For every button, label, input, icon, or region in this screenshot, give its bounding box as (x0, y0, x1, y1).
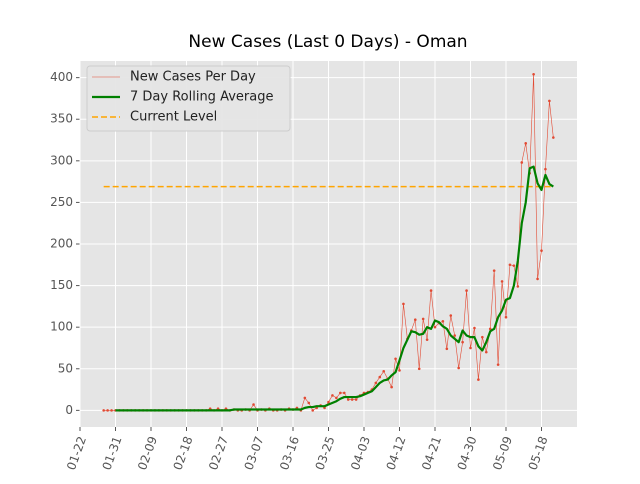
data-point (327, 400, 330, 404)
data-point (339, 391, 342, 395)
data-point (544, 167, 547, 171)
y-tick-label: 0 (65, 403, 73, 417)
data-point (500, 280, 504, 283)
data-point (433, 325, 437, 329)
data-point (453, 334, 457, 337)
data-point (512, 264, 516, 267)
data-point (548, 99, 551, 103)
data-point (354, 398, 358, 401)
data-point (520, 161, 524, 164)
y-tick-label: 50 (58, 361, 73, 375)
data-point (413, 318, 417, 321)
x-tick-label: 01-31 (100, 434, 125, 472)
data-point (504, 315, 508, 319)
x-tick-label: 04-03 (348, 434, 373, 472)
data-point (449, 314, 453, 317)
x-tick-label: 05-18 (526, 434, 551, 472)
y-tick-label: 100 (50, 320, 73, 334)
data-point (110, 409, 113, 412)
data-point (311, 409, 315, 412)
data-point (390, 385, 393, 389)
y-tick-label: 350 (50, 112, 73, 126)
x-tick-label: 05-09 (490, 434, 515, 472)
data-point (417, 367, 421, 371)
x-tick-label: 03-25 (313, 434, 338, 472)
data-point (378, 375, 382, 379)
y-tick-label: 400 (50, 70, 73, 84)
data-point (552, 136, 555, 139)
x-tick-label: 03-07 (242, 434, 267, 472)
legend-label: Current Level (130, 110, 217, 125)
data-point (398, 369, 401, 372)
data-point (465, 289, 468, 292)
x-tick-label: 03-16 (277, 434, 302, 472)
data-point (477, 378, 480, 381)
data-point (252, 403, 255, 406)
data-point (102, 409, 105, 412)
data-point (484, 350, 488, 354)
data-point (421, 317, 425, 321)
data-point (307, 401, 311, 405)
legend: New Cases Per Day 7 Day Rolling Average Cu… (86, 65, 291, 132)
legend-label: 7 Day Rolling Average (130, 90, 273, 105)
data-point (441, 320, 445, 323)
x-tick-label: 02-18 (171, 434, 196, 472)
data-point (350, 398, 354, 401)
data-point (106, 409, 109, 412)
x-tick-label: 02-09 (135, 434, 160, 472)
data-point (536, 277, 539, 281)
data-point (469, 346, 472, 350)
data-point (429, 289, 433, 292)
legend-label: New Cases Per Day (130, 70, 256, 85)
data-point (532, 73, 535, 76)
data-point (445, 347, 449, 351)
data-point (394, 357, 397, 361)
data-point (303, 396, 307, 400)
marks (102, 73, 555, 412)
data-point (481, 335, 484, 339)
x-tick-label: 02-27 (206, 434, 231, 472)
data-point (374, 381, 378, 385)
legend-box (86, 65, 291, 132)
y-tick-label: 150 (50, 278, 73, 292)
y-tick-label: 200 (50, 237, 73, 251)
data-point (473, 326, 476, 330)
x-tick-label: 04-21 (419, 434, 444, 472)
data-point (461, 340, 464, 344)
data-point (540, 249, 543, 252)
data-point (425, 338, 429, 341)
y-tick-label: 300 (50, 153, 73, 167)
x-tick-label: 04-30 (455, 434, 480, 472)
data-point (457, 366, 460, 370)
x-tick-label: 01-22 (64, 434, 89, 472)
data-point (488, 327, 492, 331)
series-line (115, 165, 554, 412)
chart-title: New Cases (Last 0 Days) - Oman (188, 32, 467, 52)
y-tick-label: 250 (50, 195, 73, 209)
data-point (524, 142, 528, 145)
data-point (346, 398, 350, 401)
data-point (342, 391, 346, 395)
data-point (508, 263, 512, 267)
x-tick-label: 04-12 (384, 434, 409, 472)
data-point (331, 394, 334, 397)
data-point (402, 302, 405, 306)
data-point (516, 285, 520, 288)
data-point (335, 396, 338, 400)
data-point (496, 363, 500, 366)
data-point (382, 369, 386, 373)
data-point (492, 269, 496, 272)
